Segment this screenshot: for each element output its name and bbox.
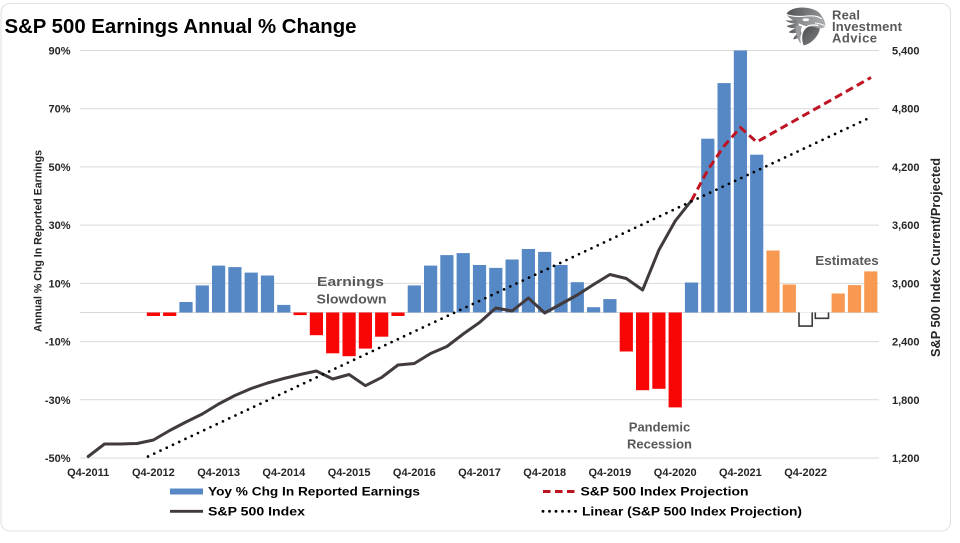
svg-text:S&P 500 Index Current/Projecte: S&P 500 Index Current/Projected	[929, 158, 943, 357]
svg-text:90%: 90%	[48, 46, 70, 58]
svg-text:Q4-2022: Q4-2022	[784, 467, 827, 479]
svg-text:4,200: 4,200	[892, 162, 920, 174]
svg-text:10%: 10%	[48, 278, 70, 290]
svg-text:3,600: 3,600	[892, 220, 920, 232]
svg-text:Q4-2013: Q4-2013	[197, 467, 240, 479]
svg-text:1,200: 1,200	[892, 453, 920, 465]
svg-text:-10%: -10%	[45, 337, 71, 349]
svg-text:-50%: -50%	[45, 453, 71, 465]
svg-text:70%: 70%	[48, 104, 70, 116]
svg-text:Estimates: Estimates	[815, 253, 879, 268]
svg-text:Linear (S&P 500 Index Projecti: Linear (S&P 500 Index Projection)	[582, 505, 802, 519]
svg-text:S&P 500 Earnings Annual % Chan: S&P 500 Earnings Annual % Change	[5, 16, 357, 38]
svg-text:Recession: Recession	[627, 437, 692, 452]
svg-text:Earnings: Earnings	[317, 274, 384, 289]
svg-text:Real: Real	[832, 8, 860, 23]
svg-text:3,000: 3,000	[892, 278, 920, 290]
svg-text:30%: 30%	[48, 220, 70, 232]
svg-text:4,800: 4,800	[892, 104, 920, 116]
svg-text:5,400: 5,400	[892, 46, 920, 58]
svg-text:Q4-2019: Q4-2019	[588, 467, 631, 479]
svg-text:-30%: -30%	[45, 395, 71, 407]
svg-text:Q4-2017: Q4-2017	[458, 467, 501, 479]
svg-text:Investment: Investment	[832, 19, 903, 34]
svg-text:Q4-2011: Q4-2011	[67, 467, 109, 479]
svg-text:Q4-2015: Q4-2015	[328, 467, 371, 479]
svg-text:Q4-2016: Q4-2016	[393, 467, 436, 479]
svg-text:1,800: 1,800	[892, 395, 920, 407]
svg-text:Q4-2012: Q4-2012	[132, 467, 175, 479]
svg-text:Yoy % Chg In Reported Earnings: Yoy % Chg In Reported Earnings	[208, 485, 420, 499]
svg-text:Advice: Advice	[832, 31, 877, 46]
svg-text:Q4-2014: Q4-2014	[262, 467, 306, 479]
svg-text:2,400: 2,400	[892, 337, 920, 349]
svg-text:Q4-2020: Q4-2020	[654, 467, 697, 479]
svg-text:S&P 500 Index: S&P 500 Index	[208, 505, 305, 519]
svg-text:Q4-2021: Q4-2021	[719, 467, 762, 479]
svg-text:Annual % Chg In Reported Earni: Annual % Chg In Reported Earnings	[33, 150, 45, 332]
svg-text:Q4-2018: Q4-2018	[523, 467, 566, 479]
svg-text:50%: 50%	[48, 162, 70, 174]
svg-text:Pandemic: Pandemic	[629, 420, 690, 435]
svg-text:Slowdown: Slowdown	[317, 292, 387, 307]
svg-text:S&P 500 Index Projection: S&P 500 Index Projection	[581, 485, 749, 499]
